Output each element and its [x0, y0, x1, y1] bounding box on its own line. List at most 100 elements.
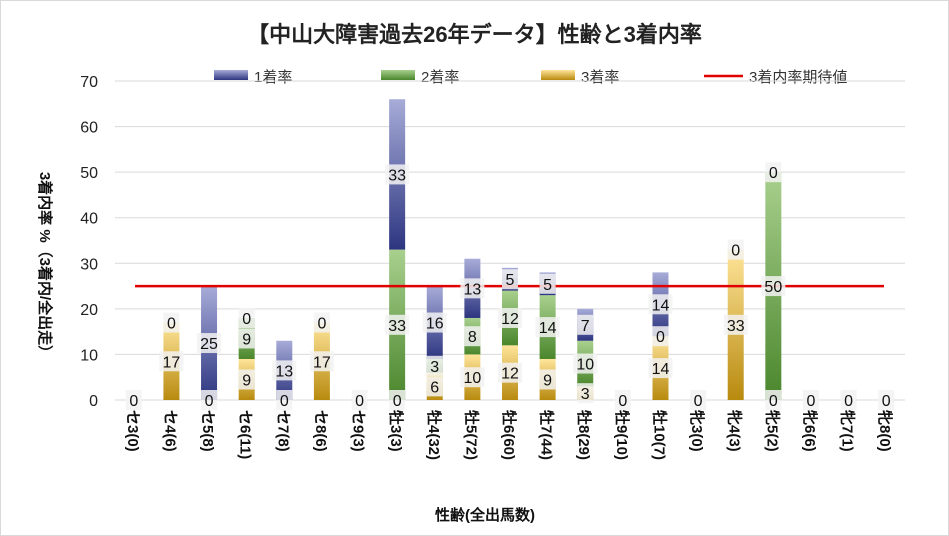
data-label-bg: [502, 269, 518, 290]
y-tick-label: 40: [80, 211, 98, 228]
data-label-bg: [238, 369, 255, 390]
data-label-bg: [201, 390, 218, 410]
legend-label-2nd: 2着率: [421, 69, 459, 86]
data-label-bg: [652, 326, 669, 347]
chart-title: 【中山大障害過去26年データ】性齢と3着内率: [247, 22, 702, 47]
data-label-bg: [385, 314, 410, 335]
x-tick-label: 牡6(60): [500, 410, 518, 460]
data-label-bg: [761, 276, 786, 297]
data-label-bg: [614, 390, 631, 410]
x-tick-label: セ5(8): [199, 410, 216, 452]
data-label-bg: [272, 360, 297, 381]
data-label: 9: [543, 372, 552, 389]
data-label: 14: [652, 361, 670, 378]
data-label: 7: [581, 318, 590, 335]
data-label: 50: [764, 279, 782, 296]
data-label-bg: [238, 307, 255, 328]
data-label: 14: [652, 297, 670, 314]
data-label: 0: [844, 393, 853, 410]
x-tick-label: 牡7(44): [538, 410, 556, 460]
legend-swatch-2nd: [381, 70, 415, 80]
data-label: 6: [430, 379, 439, 396]
x-tick-label: セ3(0): [124, 410, 141, 452]
data-label: 10: [463, 370, 481, 387]
y-tick-label: 70: [80, 74, 98, 91]
data-label-bg: [422, 312, 447, 333]
data-label-bg: [539, 273, 556, 294]
x-axis-categories: セ3(0) セ4(6) セ5(8) セ6(11) セ7(8) セ8(6) セ9(3) 牡3(3…: [124, 410, 894, 460]
data-label: 13: [463, 281, 481, 298]
x-tick-label: 牡8(29): [575, 410, 593, 460]
x-tick-label: 牝3(0): [688, 410, 706, 452]
data-label: 33: [727, 318, 745, 335]
data-label: 0: [280, 393, 289, 410]
x-tick-label: 牡5(72): [462, 410, 480, 460]
data-labels: 0 17 0 0 25 9 9 0 0 13 17 0 0 0 33 33 6 3 16 10 8 13 12 12 5 9 14 5…: [125, 162, 895, 410]
data-label-bg: [723, 314, 748, 335]
data-label-bg: [577, 383, 594, 404]
data-label-bg: [648, 294, 673, 315]
data-label: 0: [882, 393, 891, 410]
data-label: 0: [694, 393, 703, 410]
data-label: 0: [769, 393, 778, 410]
x-tick-label: 牝8(0): [876, 410, 894, 452]
data-label: 8: [468, 329, 477, 346]
x-tick-label: 牝7(1): [839, 410, 857, 452]
data-label: 14: [539, 320, 557, 337]
data-label-bg: [276, 390, 293, 410]
x-tick-label: セ6(11): [237, 410, 254, 459]
data-label: 13: [275, 363, 293, 380]
data-label: 0: [355, 393, 364, 410]
data-label: 17: [163, 354, 181, 371]
y-axis-ticks: 0 10 20 30 40 50 60 70: [80, 74, 98, 410]
data-label: 5: [506, 272, 515, 289]
data-label: 25: [200, 336, 218, 353]
data-label: 17: [313, 354, 331, 371]
x-tick-label: 牡3(3): [387, 410, 405, 452]
data-label-bg: [460, 278, 485, 299]
x-tick-label: 牝4(3): [726, 410, 744, 452]
data-label-bg: [351, 390, 368, 410]
data-label: 0: [167, 316, 176, 333]
x-tick-label: 牡10(7): [650, 410, 668, 460]
data-label-bg: [535, 317, 560, 338]
data-label: 0: [129, 393, 138, 410]
data-label-bg: [765, 390, 782, 410]
data-label-bg: [573, 353, 598, 374]
legend-label-3rd: 3着率: [581, 69, 619, 86]
data-label-bg: [159, 351, 184, 372]
data-label: 0: [656, 329, 665, 346]
data-label-bg: [309, 351, 334, 372]
data-label: 16: [426, 316, 444, 333]
x-tick-label: セ7(8): [274, 410, 291, 452]
data-label-bg: [648, 358, 673, 379]
data-label-bg: [238, 328, 255, 349]
x-tick-label: セ8(6): [312, 410, 329, 452]
data-label-bg: [460, 367, 485, 388]
data-label: 9: [242, 372, 251, 389]
data-label-bg: [498, 362, 522, 383]
data-label: 0: [769, 165, 778, 182]
x-tick-label: 牡4(32): [425, 410, 443, 460]
data-label: 9: [242, 331, 251, 348]
x-tick-label: セ4(6): [161, 410, 178, 452]
data-label-bg: [426, 376, 443, 397]
data-label: 0: [242, 311, 251, 328]
data-label: 0: [393, 393, 402, 410]
data-label-bg: [313, 312, 330, 333]
y-tick-label: 50: [80, 165, 98, 182]
data-label-bg: [385, 164, 410, 185]
data-label: 5: [543, 277, 552, 294]
data-label-bg: [426, 355, 443, 376]
data-label-bg: [878, 390, 895, 410]
data-label: 3: [581, 386, 590, 403]
y-tick-label: 0: [89, 393, 98, 410]
legend-swatch-1st: [214, 70, 248, 80]
x-tick-label: セ9(3): [350, 410, 367, 452]
data-label: 0: [317, 316, 326, 333]
y-tick-label: 30: [80, 256, 98, 273]
data-label: 12: [501, 311, 519, 328]
x-tick-label: 牡9(10): [613, 410, 631, 460]
data-label-bg: [125, 390, 142, 410]
